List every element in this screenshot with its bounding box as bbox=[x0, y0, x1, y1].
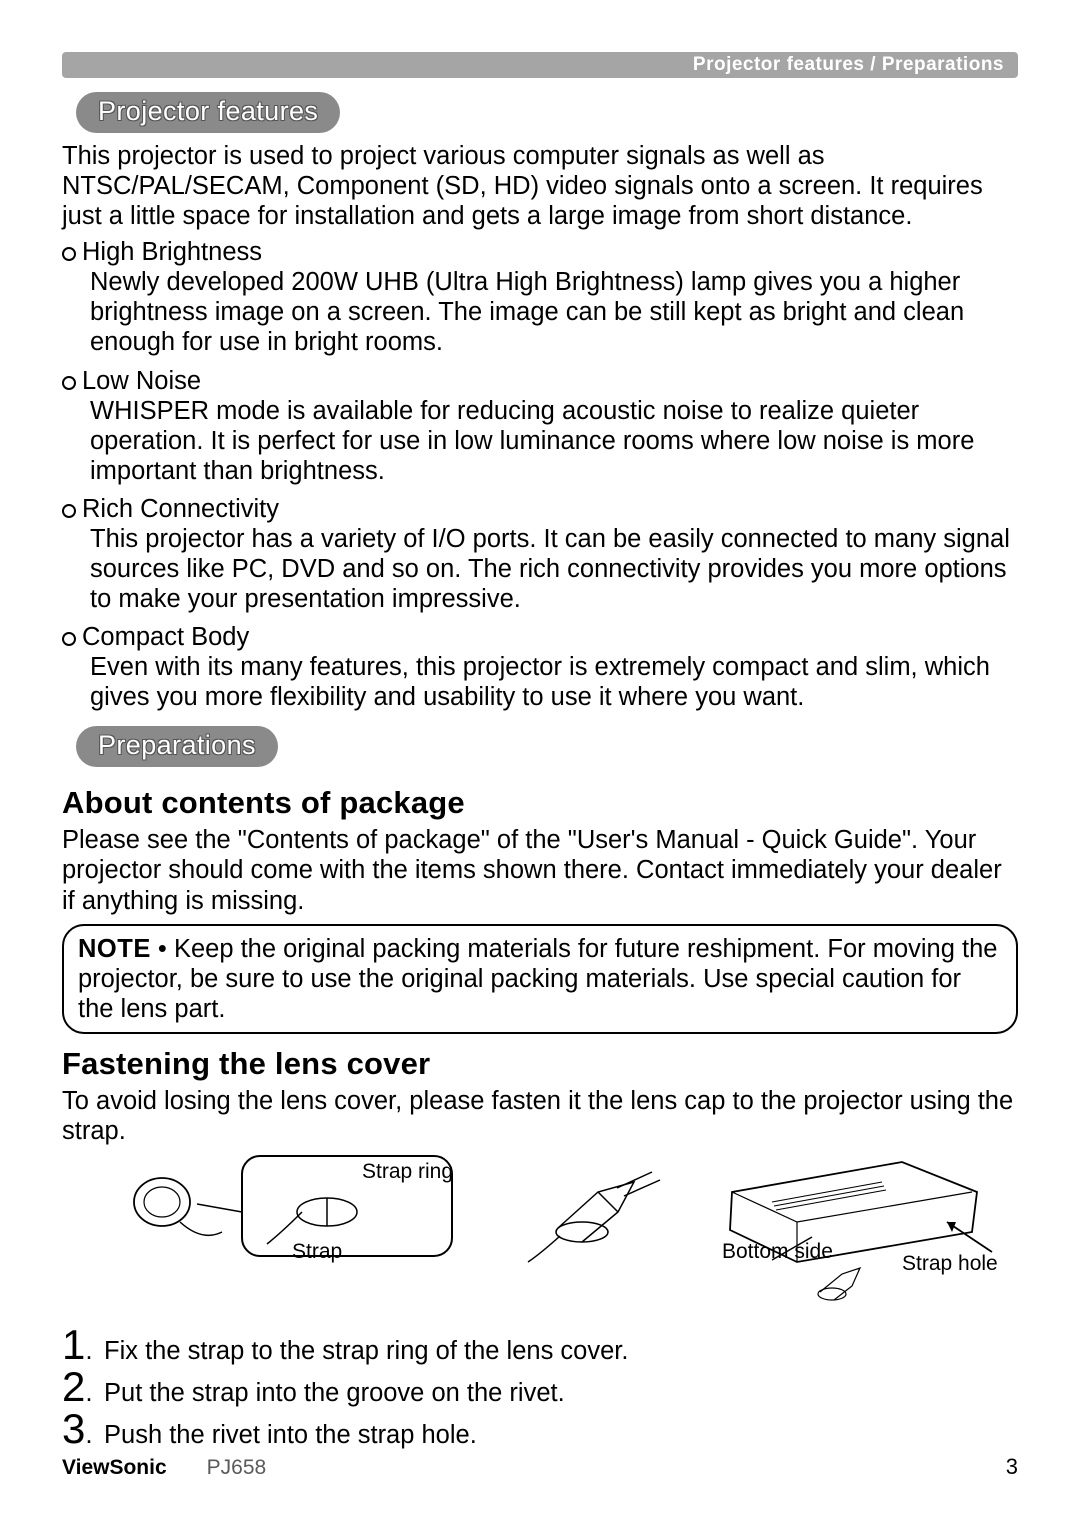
fastening-body: To avoid losing the lens cover, please f… bbox=[62, 1086, 1018, 1146]
feature-item: Compact Body Even with its many features… bbox=[62, 622, 1018, 712]
fastening-heading: Fastening the lens cover bbox=[62, 1046, 1018, 1082]
section-pill-preparations-label: Preparations bbox=[98, 730, 256, 760]
feature-title: Rich Connectivity bbox=[62, 494, 1018, 524]
label-strap: Strap bbox=[292, 1240, 342, 1264]
feature-title: Low Noise bbox=[62, 366, 1018, 396]
bullet-icon bbox=[62, 376, 76, 390]
feature-body: Newly developed 200W UHB (Ultra High Bri… bbox=[62, 267, 1018, 357]
footer-model: PJ658 bbox=[207, 1456, 267, 1480]
step-row: 1. Fix the strap to the strap ring of th… bbox=[62, 1324, 1018, 1366]
step-row: 3. Push the rivet into the strap hole. bbox=[62, 1408, 1018, 1450]
step-text: Put the strap into the groove on the riv… bbox=[104, 1372, 565, 1408]
step-text: Push the rivet into the strap hole. bbox=[104, 1414, 477, 1450]
bullet-icon bbox=[62, 247, 76, 261]
label-strap-ring: Strap ring bbox=[362, 1160, 453, 1184]
feature-title: Compact Body bbox=[62, 622, 1018, 652]
step-text: Fix the strap to the strap ring of the l… bbox=[104, 1330, 628, 1366]
label-bottom-side: Bottom side bbox=[722, 1240, 833, 1264]
footer-page-number: 3 bbox=[1006, 1454, 1018, 1480]
features-intro: This projector is used to project variou… bbox=[62, 141, 1018, 231]
page-footer: ViewSonic PJ658 3 bbox=[62, 1454, 1018, 1480]
feature-item: High Brightness Newly developed 200W UHB… bbox=[62, 237, 1018, 357]
feature-body: WHISPER mode is available for reducing a… bbox=[62, 396, 1018, 486]
section-pill-preparations: Preparations bbox=[76, 726, 278, 767]
bullet-icon bbox=[62, 504, 76, 518]
step-row: 2. Put the strap into the groove on the … bbox=[62, 1366, 1018, 1408]
step-number: 2. bbox=[62, 1366, 104, 1408]
step-number: 3. bbox=[62, 1408, 104, 1450]
feature-title: High Brightness bbox=[62, 237, 1018, 267]
section-pill-features: Projector features bbox=[76, 92, 340, 133]
feature-body: Even with its many features, this projec… bbox=[62, 652, 1018, 712]
step-number: 1. bbox=[62, 1324, 104, 1366]
bullet-icon bbox=[62, 632, 76, 646]
footer-brand: ViewSonic bbox=[62, 1456, 167, 1480]
feature-body: This projector has a variety of I/O port… bbox=[62, 524, 1018, 614]
note-text: • Keep the original packing materials fo… bbox=[78, 935, 997, 1023]
footer-left: ViewSonic PJ658 bbox=[62, 1456, 266, 1480]
header-bar: Projector features / Preparations bbox=[62, 52, 1018, 78]
label-strap-hole: Strap hole bbox=[902, 1252, 998, 1276]
manual-page: Projector features / Preparations Projec… bbox=[0, 0, 1080, 1490]
rivet-diagram bbox=[522, 1162, 692, 1272]
feature-item: Rich Connectivity This projector has a v… bbox=[62, 494, 1018, 614]
diagram-area: Strap ring Strap bbox=[62, 1152, 1018, 1322]
about-heading: About contents of package bbox=[62, 785, 1018, 821]
section-pill-features-label: Projector features bbox=[98, 96, 318, 126]
note-box: NOTE • Keep the original packing materia… bbox=[62, 924, 1018, 1034]
feature-item: Low Noise WHISPER mode is available for … bbox=[62, 366, 1018, 486]
steps-list: 1. Fix the strap to the strap ring of th… bbox=[62, 1324, 1018, 1450]
projector-bottom-diagram bbox=[702, 1152, 1022, 1320]
note-label: NOTE bbox=[78, 935, 151, 963]
feature-list: High Brightness Newly developed 200W UHB… bbox=[62, 237, 1018, 712]
about-body: Please see the "Contents of package" of … bbox=[62, 825, 1018, 915]
header-bar-text: Projector features / Preparations bbox=[693, 54, 1004, 76]
